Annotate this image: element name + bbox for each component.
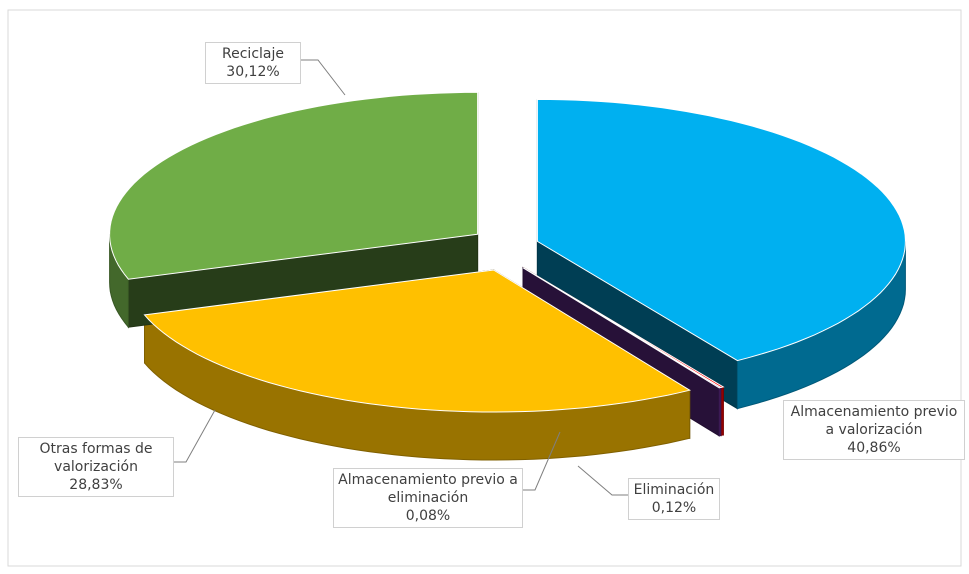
value-label: 30,12% xyxy=(226,64,280,80)
slice xyxy=(536,98,906,362)
category-name: Almacenamiento previo a valorización xyxy=(790,404,958,438)
data-label: Almacenamiento previo a eliminación 0,08% xyxy=(333,468,523,528)
slice xyxy=(143,269,691,413)
slice-side xyxy=(720,386,724,437)
leader-line xyxy=(523,431,561,491)
leader-line xyxy=(174,409,216,463)
data-label: Otras formas de valorización 28,83% xyxy=(18,437,174,497)
category-name: Reciclaje xyxy=(222,46,284,62)
data-label: Eliminación 0,12% xyxy=(628,478,720,520)
chart-border xyxy=(7,9,962,567)
leader-line xyxy=(577,465,628,496)
leader-line xyxy=(301,59,346,96)
category-name: Otras formas de valorización xyxy=(39,441,153,475)
data-label: Almacenamiento previo a valorización 40,8… xyxy=(783,400,965,460)
category-name: Almacenamiento previo a eliminación xyxy=(338,472,518,506)
data-label: Reciclaje 30,12% xyxy=(205,42,301,84)
slice xyxy=(109,91,479,280)
slice xyxy=(522,267,722,389)
category-name: Eliminación xyxy=(633,482,715,498)
value-label: 28,83% xyxy=(69,477,123,493)
value-label: 0,08% xyxy=(405,508,451,524)
slice-side xyxy=(718,386,722,437)
value-label: 0,12% xyxy=(651,500,697,516)
value-label: 40,86% xyxy=(847,440,901,456)
